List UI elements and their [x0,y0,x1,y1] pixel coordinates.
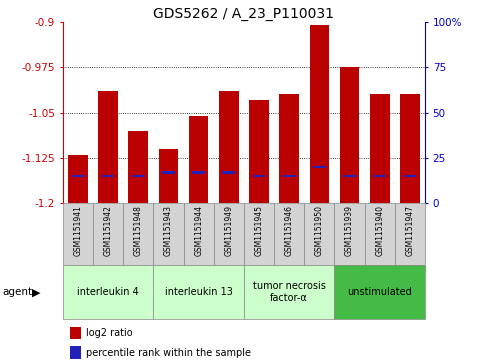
Bar [63,265,154,319]
Bar [98,91,118,203]
Bar [154,203,184,265]
Bar [63,203,93,265]
Bar [304,203,334,265]
Bar [162,171,175,174]
Bar [189,115,209,203]
Bar [70,346,81,359]
Text: percentile rank within the sample: percentile rank within the sample [86,347,251,358]
Bar [343,175,356,177]
Text: ▶: ▶ [32,287,41,297]
Bar [283,175,296,177]
Bar [340,67,359,203]
Bar [279,94,299,203]
Bar [253,175,265,177]
Bar [128,131,148,203]
Bar [400,94,420,203]
Bar [249,101,269,203]
Bar [192,171,205,174]
Bar [370,94,390,203]
Bar [71,175,84,177]
Text: GSM1151939: GSM1151939 [345,205,354,256]
Text: GSM1151943: GSM1151943 [164,205,173,256]
Bar [213,203,244,265]
Bar [132,175,144,177]
Text: GSM1151941: GSM1151941 [73,205,83,256]
Bar [93,203,123,265]
Text: GSM1151950: GSM1151950 [315,205,324,256]
Text: GSM1151940: GSM1151940 [375,205,384,256]
Bar [123,203,154,265]
Bar [244,203,274,265]
Bar [334,265,425,319]
Bar [373,175,386,177]
Title: GDS5262 / A_23_P110031: GDS5262 / A_23_P110031 [154,7,334,21]
Text: agent: agent [2,287,32,297]
Bar [313,166,326,168]
Bar [68,155,88,203]
Text: unstimulated: unstimulated [347,287,412,297]
Bar [404,175,416,177]
Bar [310,25,329,203]
Bar [244,265,334,319]
Bar [395,203,425,265]
Bar [223,171,235,174]
Text: GSM1151946: GSM1151946 [284,205,294,256]
Text: tumor necrosis
factor-α: tumor necrosis factor-α [253,281,326,303]
Text: GSM1151948: GSM1151948 [134,205,143,256]
Text: GSM1151947: GSM1151947 [405,205,414,256]
Bar [154,265,244,319]
Bar [102,175,114,177]
Bar [274,203,304,265]
Text: GSM1151949: GSM1151949 [224,205,233,256]
Bar [365,203,395,265]
Text: interleukin 4: interleukin 4 [77,287,139,297]
Text: GSM1151942: GSM1151942 [103,205,113,256]
Bar [334,203,365,265]
Text: GSM1151945: GSM1151945 [255,205,264,256]
Bar [70,327,81,339]
Text: GSM1151944: GSM1151944 [194,205,203,256]
Text: interleukin 13: interleukin 13 [165,287,233,297]
Bar [158,149,178,203]
Bar [219,91,239,203]
Text: log2 ratio: log2 ratio [86,328,133,338]
Bar [184,203,213,265]
